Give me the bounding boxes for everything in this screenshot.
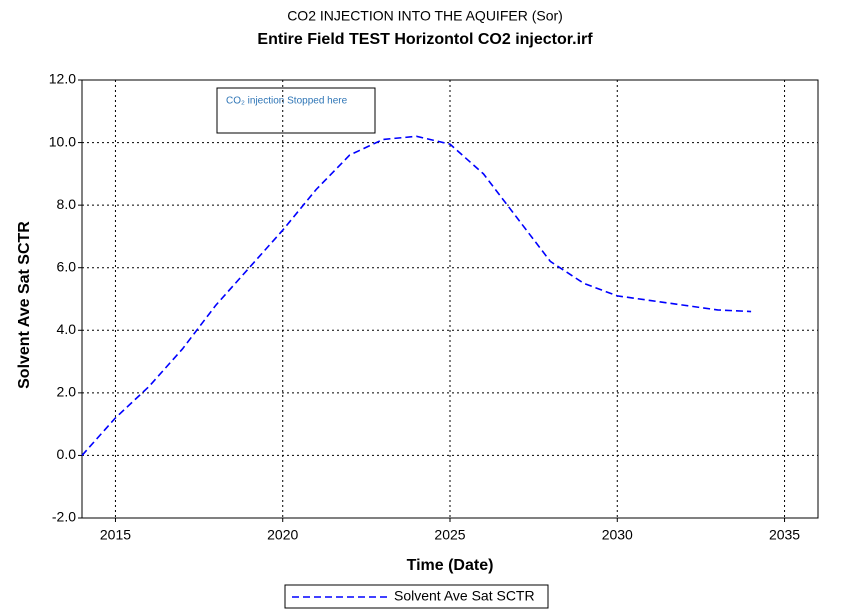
legend-box bbox=[284, 584, 549, 609]
y-tick-label: -2.0 bbox=[52, 509, 76, 525]
data-line bbox=[81, 135, 752, 456]
y-tick-label: 6.0 bbox=[57, 258, 77, 274]
y-tick-label: 0.0 bbox=[57, 446, 77, 462]
x-tick-label: 2020 bbox=[267, 527, 298, 543]
annotation-box bbox=[216, 87, 376, 134]
y-tick-label: 2.0 bbox=[57, 384, 77, 400]
y-tick-label: 8.0 bbox=[57, 196, 77, 212]
y-tick-label: 10.0 bbox=[49, 133, 76, 149]
y-axis-label: Solvent Ave Sat SCTR bbox=[16, 221, 33, 389]
x-tick-label: 2025 bbox=[434, 527, 465, 543]
y-tick-label: 4.0 bbox=[57, 321, 77, 337]
x-tick-label: 2015 bbox=[100, 527, 131, 543]
x-tick-label: 2035 bbox=[769, 527, 800, 543]
y-tick-label: 12.0 bbox=[49, 71, 76, 87]
chart-title: CO2 INJECTION INTO THE AQUIFER (Sor) bbox=[287, 8, 563, 24]
x-tick-label: 2030 bbox=[602, 527, 633, 543]
x-axis-label: Time (Date) bbox=[407, 557, 494, 574]
annotation: CO₂ injection Stopped here bbox=[226, 96, 348, 107]
legend-label: Solvent Ave Sat SCTR bbox=[394, 588, 535, 604]
plot-frame bbox=[81, 79, 819, 519]
chart-subtitle: Entire Field TEST Horizontol CO2 injecto… bbox=[257, 31, 593, 48]
